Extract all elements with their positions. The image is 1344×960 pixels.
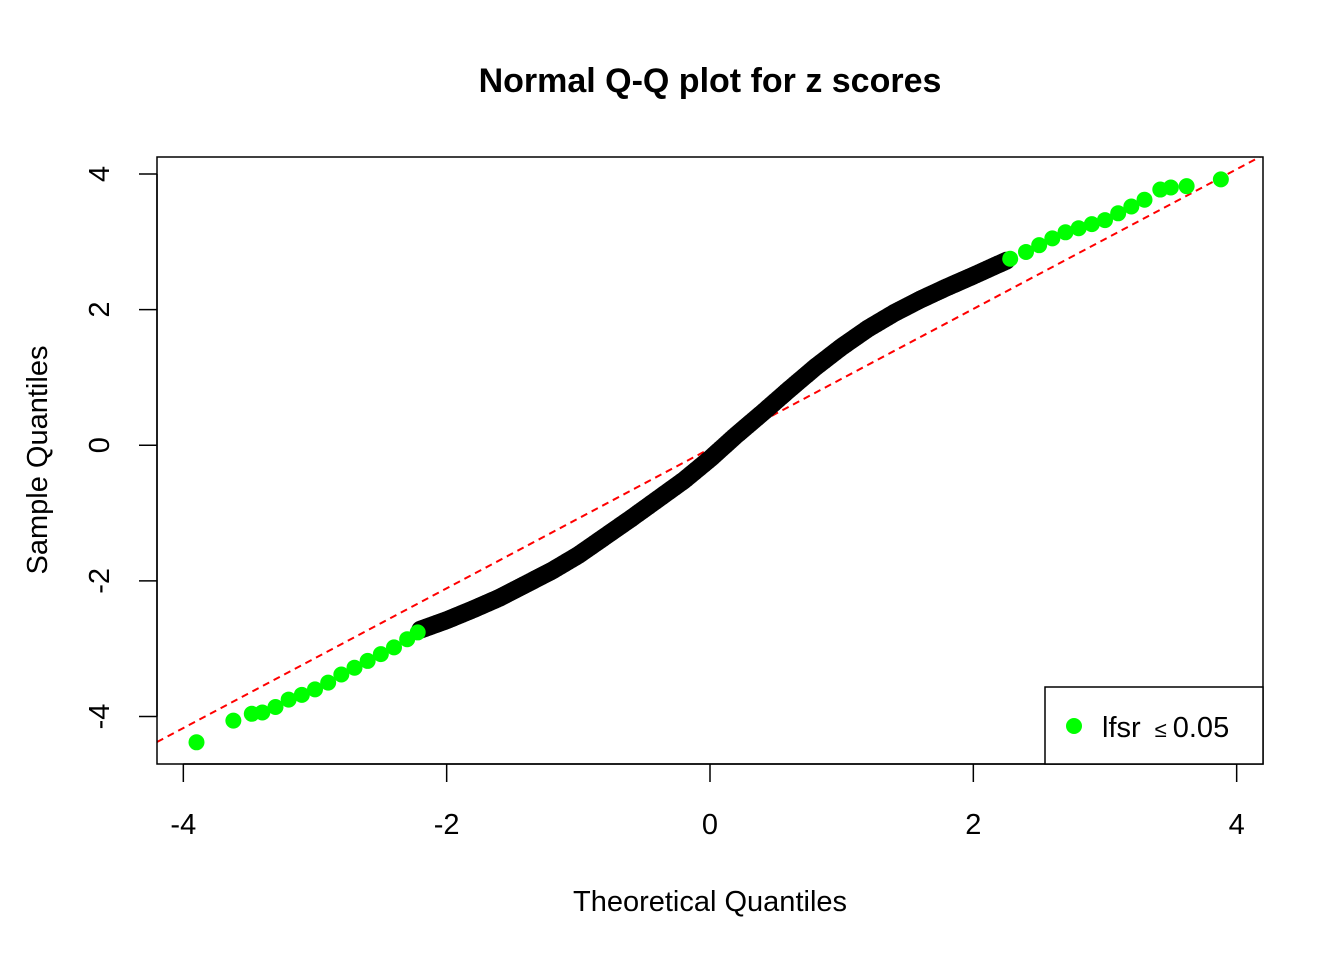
y-axis: -4 -2 0 2 4	[84, 166, 158, 730]
x-tick-label: 0	[702, 809, 718, 841]
legend-symbol: ≤	[1155, 717, 1167, 742]
data-point	[409, 624, 426, 641]
y-tick-label: -4	[84, 704, 116, 730]
data-point	[267, 699, 284, 716]
data-point	[1136, 191, 1153, 208]
data-point	[1002, 250, 1019, 267]
x-tick-label: 2	[965, 809, 981, 841]
y-tick-label: -2	[84, 568, 116, 594]
legend-label-lfsr: lfsr ≤0.05	[1102, 712, 1229, 744]
data-point	[1123, 198, 1140, 215]
data-point	[1044, 230, 1061, 247]
data-point	[293, 686, 310, 703]
plot-area	[156, 156, 1264, 765]
chart-title: Normal Q-Q plot for z scores	[479, 62, 942, 100]
legend-value: 0.05	[1173, 712, 1229, 744]
data-point	[1162, 179, 1179, 196]
x-tick-label: 4	[1229, 809, 1245, 841]
data-point	[225, 712, 242, 729]
data-point	[1031, 237, 1048, 254]
y-tick-label: 2	[84, 302, 116, 318]
data-point	[307, 681, 323, 698]
x-tick-label: -2	[434, 809, 460, 841]
data-point	[320, 674, 337, 691]
x-axis-label: Theoretical Quantiles	[573, 886, 847, 918]
legend-label-text: lfsr	[1102, 712, 1141, 744]
data-point	[1110, 205, 1127, 222]
data-point	[1097, 212, 1113, 229]
data-point	[1083, 216, 1100, 233]
data-point	[1178, 178, 1195, 195]
data-point	[1212, 171, 1229, 188]
data-point	[386, 639, 402, 656]
y-tick-label: 0	[84, 437, 116, 453]
data-point	[359, 652, 376, 669]
data-point	[333, 666, 350, 683]
series-0	[411, 251, 1016, 639]
data-point	[346, 659, 363, 676]
data-point	[254, 704, 271, 721]
legend-marker-lfsr	[1066, 718, 1082, 734]
data-point	[372, 646, 389, 663]
data-point	[1057, 224, 1074, 241]
x-axis: -4 -2 0 2 4	[170, 763, 1245, 841]
legend: lfsr ≤0.05	[1044, 686, 1264, 765]
data-point	[1018, 243, 1034, 260]
y-tick-label: 4	[84, 166, 116, 182]
data-point	[188, 734, 205, 751]
x-tick-label: -4	[170, 809, 196, 841]
series-1	[188, 171, 1229, 751]
data-point	[280, 691, 297, 708]
y-axis-label: Sample Quantiles	[22, 346, 54, 575]
data-point	[1070, 220, 1087, 237]
